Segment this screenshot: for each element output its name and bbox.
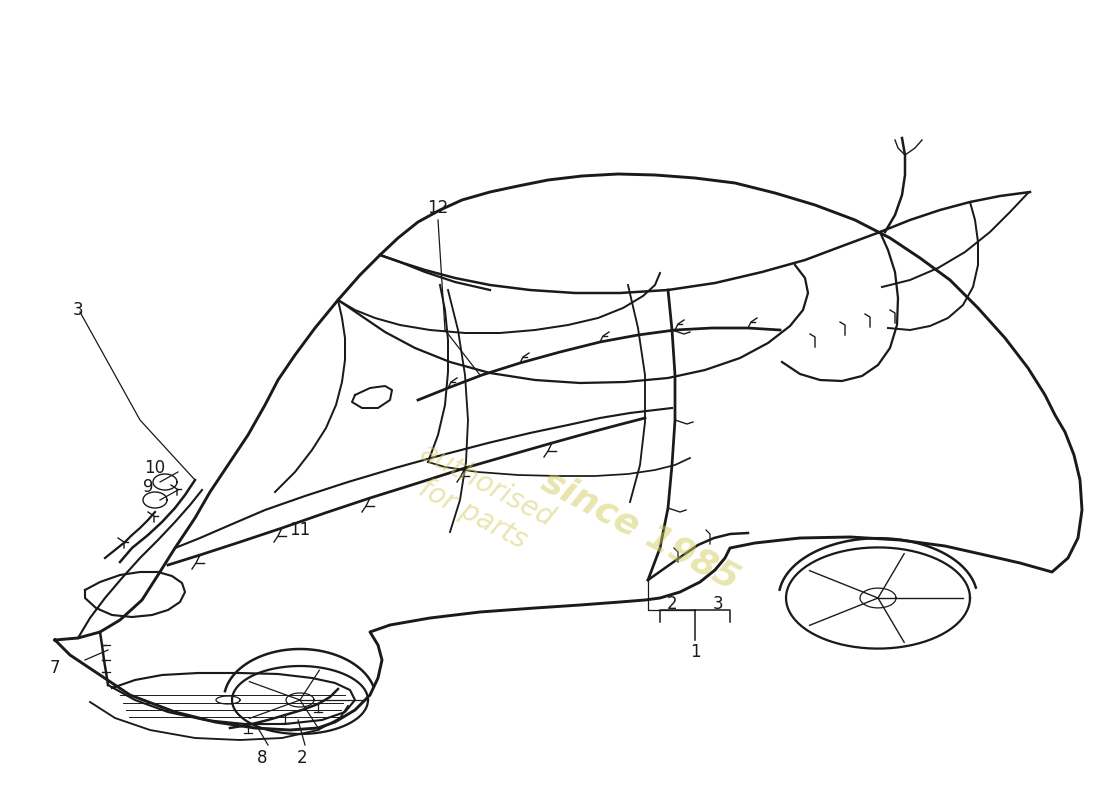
- Text: 11: 11: [289, 521, 310, 539]
- Text: 2: 2: [297, 749, 307, 767]
- Text: since 1985: since 1985: [536, 464, 745, 596]
- Text: 10: 10: [144, 459, 166, 477]
- Text: 8: 8: [256, 749, 267, 767]
- Text: 3: 3: [713, 595, 724, 613]
- Text: 9: 9: [143, 478, 153, 496]
- Text: 1: 1: [690, 643, 701, 661]
- Text: 2: 2: [667, 595, 678, 613]
- Text: 3: 3: [73, 301, 84, 319]
- Text: authorised
for parts: authorised for parts: [400, 438, 560, 562]
- Text: 12: 12: [428, 199, 449, 217]
- Text: 7: 7: [50, 659, 60, 677]
